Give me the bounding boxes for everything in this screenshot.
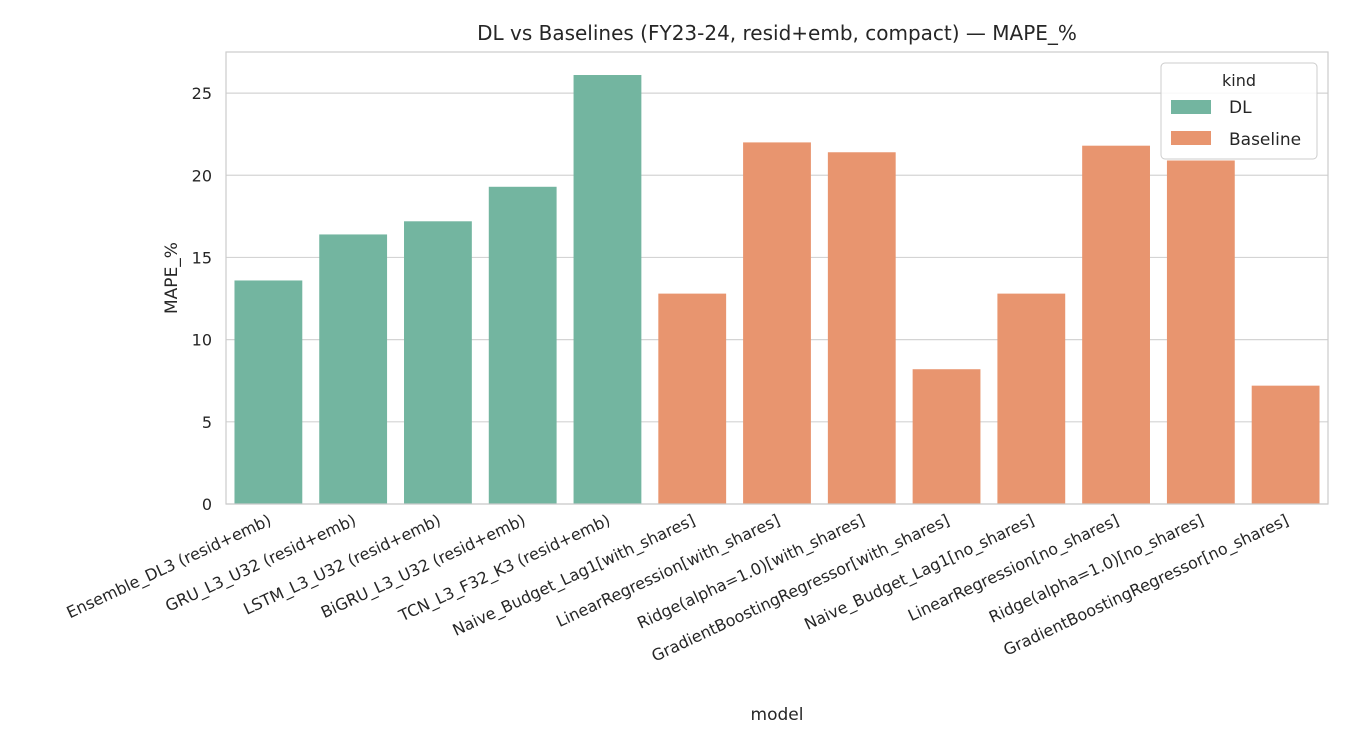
y-axis-label: MAPE_% [162, 242, 182, 314]
legend-label-dl: DL [1229, 98, 1252, 118]
legend-label-baseline: Baseline [1229, 130, 1301, 150]
y-tick-label: 5 [202, 413, 212, 432]
bar [827, 152, 896, 504]
legend-swatch-dl [1171, 100, 1211, 114]
y-axis-ticks: 0 5 10 15 20 25 [192, 84, 212, 514]
y-tick-label: 20 [192, 166, 212, 185]
bar [234, 280, 303, 504]
plot-frame [225, 51, 1329, 505]
bar [997, 293, 1066, 504]
bar [1082, 145, 1150, 505]
chart-title: DL vs Baselines (FY23-24, resid+emb, com… [477, 21, 1077, 45]
y-tick-label: 0 [202, 495, 212, 514]
bar [743, 142, 811, 504]
legend: kind DL Baseline [1160, 62, 1318, 160]
bar [1251, 385, 1320, 504]
bar [658, 293, 727, 504]
y-tick-label: 25 [192, 84, 212, 103]
x-axis-label: model [751, 705, 804, 725]
bar [488, 186, 557, 504]
y-tick-label: 15 [192, 248, 212, 267]
bar [912, 369, 981, 504]
bars [234, 75, 1320, 505]
bar [1166, 160, 1235, 505]
y-tick-label: 10 [192, 331, 212, 350]
bar [319, 234, 388, 504]
legend-title: kind [1222, 71, 1256, 90]
bar [573, 75, 642, 504]
legend-swatch-baseline [1171, 131, 1211, 145]
bar [404, 221, 472, 504]
